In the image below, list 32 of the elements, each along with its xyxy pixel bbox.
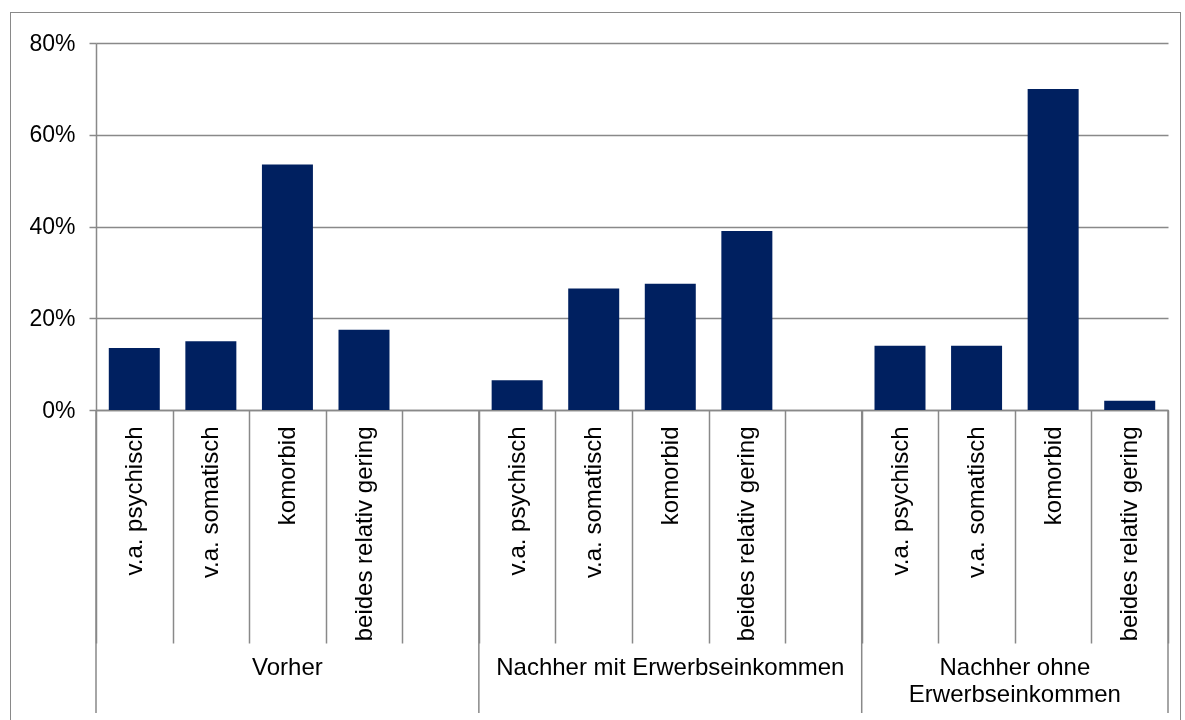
- bar: [338, 329, 390, 410]
- y-tick-label: 20%: [29, 304, 76, 331]
- y-tick-label: 40%: [29, 213, 76, 239]
- bar: [874, 345, 926, 410]
- bar: [951, 345, 1003, 410]
- x-tick-label: komorbid: [272, 426, 300, 526]
- x-tick-label: komorbid: [655, 426, 683, 526]
- x-tick-label: v.a. psychisch: [119, 426, 147, 576]
- bar: [261, 164, 313, 410]
- bar: [108, 348, 160, 410]
- text: Nachher ohne Erwerbseinkommen: [908, 653, 1121, 707]
- text: Vorher: [252, 653, 323, 680]
- x-tick-label: komorbid: [1038, 426, 1066, 526]
- bar: [1104, 400, 1156, 410]
- bar: [644, 283, 696, 410]
- bar: [1027, 88, 1079, 410]
- x-tick-label: beides relativ gering: [732, 426, 760, 642]
- bar: [491, 380, 543, 410]
- x-tick-label: v.a. psychisch: [885, 426, 913, 576]
- y-tick-label: 80%: [29, 29, 76, 56]
- y-tick-label: 60%: [29, 121, 76, 148]
- x-tick-label: v.a. somatisch: [196, 426, 224, 579]
- x-tick-label: v.a. somatisch: [579, 426, 607, 579]
- x-tick-label: v.a. psychisch: [502, 426, 530, 576]
- x-tick-label: beides relativ gering: [349, 426, 377, 642]
- bar: [721, 231, 773, 410]
- bar: [568, 288, 620, 410]
- x-tick-label: v.a. somatisch: [962, 426, 990, 579]
- text: Nachher mit Erwerbseinkommen: [496, 653, 845, 680]
- y-tick-label: 0%: [42, 396, 76, 423]
- x-tick-label: beides relativ gering: [1115, 426, 1143, 642]
- bar: [185, 341, 237, 410]
